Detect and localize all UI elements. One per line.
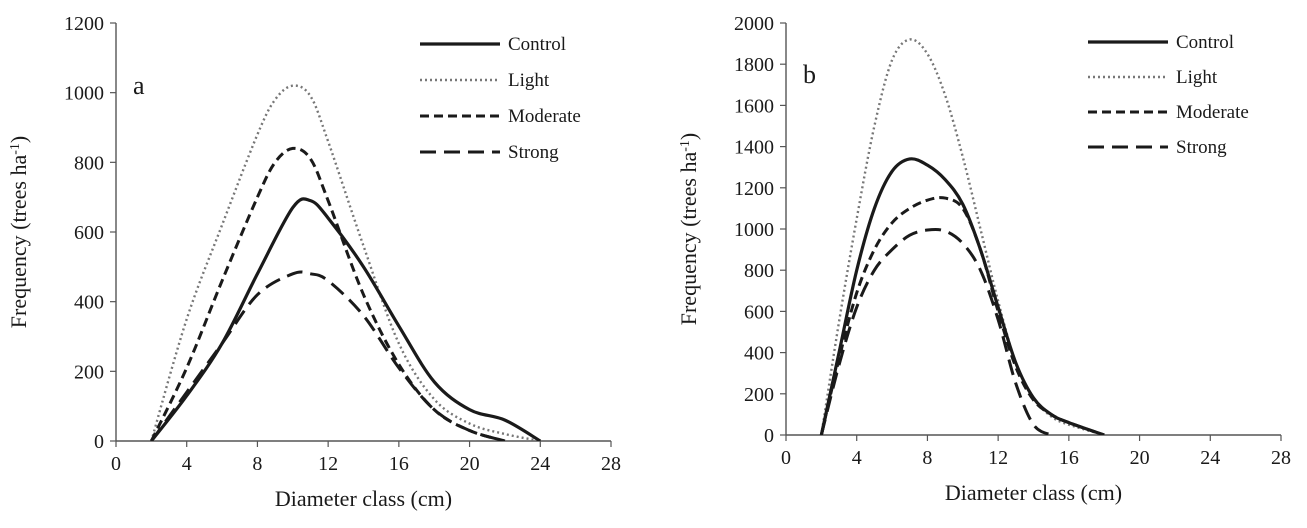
y-axis-title: Frequency (trees ha-1) [676, 133, 701, 325]
x-tick-label: 12 [988, 447, 1008, 469]
series-line-light [820, 38, 1105, 435]
x-tick-label: 28 [601, 453, 621, 475]
y-tick-label: 1600 [734, 95, 774, 117]
x-tick-label: 12 [318, 453, 338, 475]
chart-panel-a: 0 200 400 600 800 1000 1200 0 4 8 12 16 20 24 28 Diamet… [6, 13, 621, 511]
series-line-moderate [819, 196, 1105, 435]
y-tick-label: 800 [744, 260, 774, 282]
series-line-strong [150, 270, 506, 441]
x-tick-label: 24 [530, 453, 550, 475]
chart-panel-b: 0 200 400 600 800 1000 1200 1400 1600 1800 2000 0 4 8… [676, 13, 1291, 505]
y-tick-label: 0 [764, 425, 774, 447]
legend-label-light: Light [1176, 67, 1218, 88]
legend-label-light: Light [508, 70, 550, 91]
x-axis-title: Diameter class (cm) [275, 486, 452, 511]
y-tick-label: 0 [94, 431, 104, 453]
legend-label-moderate: Moderate [508, 106, 581, 127]
x-tick-label: 16 [389, 453, 409, 475]
x-tick-label: 8 [252, 453, 262, 475]
y-axis-title: Frequency (trees ha-1) [6, 136, 31, 328]
series-line-control [819, 157, 1105, 435]
series-line-control [150, 197, 542, 441]
x-tick-label: 24 [1200, 447, 1220, 469]
y-tick-label: 800 [74, 152, 104, 174]
y-tick-label: 200 [74, 361, 104, 383]
x-tick-label: 0 [781, 447, 791, 469]
y-tick-label: 600 [74, 222, 104, 244]
y-tick-label: 200 [744, 384, 774, 406]
x-tick-label: 0 [111, 453, 121, 475]
x-tick-label: 4 [182, 453, 192, 475]
x-tick-label: 20 [460, 453, 480, 475]
panel-label: a [133, 71, 145, 100]
y-tick-label: 1000 [64, 83, 104, 105]
y-tick-label: 1000 [734, 219, 774, 241]
x-tick-label: 4 [852, 447, 862, 469]
legend-label-strong: Strong [1176, 137, 1227, 158]
legend-label-control: Control [1176, 32, 1234, 53]
y-tick-label: 1400 [734, 137, 774, 159]
y-tick-label: 2000 [734, 13, 774, 35]
legend-label-control: Control [508, 34, 566, 55]
legend-label-strong: Strong [508, 142, 559, 163]
x-tick-label: 20 [1130, 447, 1150, 469]
series-line-moderate [150, 146, 506, 441]
x-tick-label: 16 [1059, 447, 1079, 469]
x-axis-title: Diameter class (cm) [945, 480, 1122, 505]
series-line-light [150, 84, 541, 441]
y-tick-label: 1800 [734, 54, 774, 76]
panel-label: b [803, 60, 816, 89]
y-tick-label: 400 [744, 343, 774, 365]
x-tick-label: 28 [1271, 447, 1291, 469]
y-tick-label: 600 [744, 301, 774, 323]
legend-label-moderate: Moderate [1176, 102, 1249, 123]
y-tick-label: 1200 [64, 13, 104, 35]
y-tick-label: 400 [74, 292, 104, 314]
y-tick-label: 1200 [734, 178, 774, 200]
x-tick-label: 8 [922, 447, 932, 469]
series-line-strong [819, 227, 1052, 435]
